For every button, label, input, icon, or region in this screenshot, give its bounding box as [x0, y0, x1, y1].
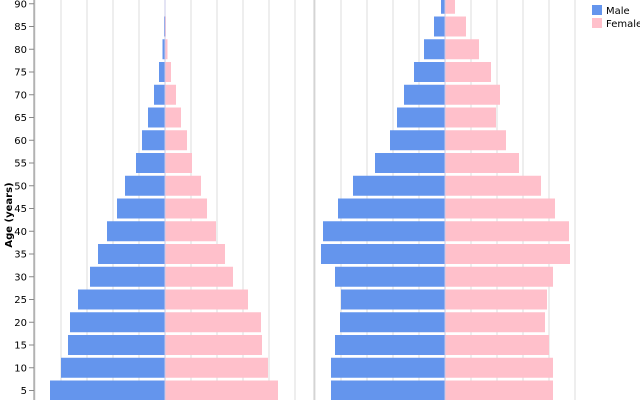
bar-male	[331, 380, 445, 400]
bar-female	[445, 221, 569, 242]
bar-female	[165, 107, 181, 128]
bar-male	[61, 357, 165, 378]
bar-female	[165, 244, 225, 264]
y-tick-label: 30	[14, 272, 27, 283]
bar-female	[165, 153, 192, 173]
bar-male	[90, 266, 165, 287]
bar-female	[445, 380, 553, 400]
bar-male	[142, 130, 165, 151]
bar-female	[445, 175, 541, 196]
y-tick-label: 50	[14, 181, 27, 192]
bar-female	[445, 84, 500, 105]
y-tick-label: 55	[14, 159, 27, 170]
bar-male	[117, 198, 165, 219]
bar-male	[424, 39, 445, 60]
bar-male	[335, 335, 445, 355]
bar-male	[125, 175, 165, 196]
bar-female	[445, 335, 549, 355]
bar-female	[165, 289, 248, 310]
bar-female	[445, 130, 506, 151]
bar-male	[154, 84, 165, 105]
bar-male	[68, 335, 165, 355]
bar-female	[445, 0, 455, 14]
legend-label-male: Male	[606, 6, 630, 17]
bar-male	[107, 221, 165, 242]
bar-female	[165, 380, 278, 400]
y-tick-label: 10	[14, 363, 27, 374]
bar-male	[338, 198, 445, 219]
y-tick-label: 40	[14, 227, 27, 238]
bar-male	[136, 153, 165, 173]
y-tick-label: 90	[14, 0, 27, 10]
bar-female	[165, 335, 262, 355]
bar-female	[165, 39, 168, 60]
y-tick-label: 60	[14, 136, 27, 147]
bar-female	[165, 62, 171, 82]
y-tick-label: 5	[21, 386, 27, 397]
bar-female	[445, 16, 466, 37]
bar-female	[445, 244, 570, 264]
y-axis-title: Age (years)	[4, 182, 15, 247]
bar-male	[434, 16, 445, 37]
bar-male	[341, 289, 445, 310]
y-tick-label: 75	[14, 68, 27, 79]
bar-male	[162, 39, 165, 60]
legend-swatch-male	[592, 5, 602, 15]
bar-female	[445, 357, 553, 378]
bar-female	[165, 130, 187, 151]
bar-female	[445, 39, 479, 60]
axes: 5 10 15 20 25 30 35 40 45 50 55 60 65 70 75 80 85 90	[14, 0, 35, 400]
legend-swatch-female	[592, 18, 602, 28]
bar-male	[323, 221, 445, 242]
bar-female	[165, 84, 176, 105]
bar-male	[50, 380, 165, 400]
bar-male	[70, 312, 165, 333]
bar-female	[445, 289, 547, 310]
y-tick-label: 20	[14, 318, 27, 329]
bar-male	[375, 153, 445, 173]
bar-female	[165, 175, 201, 196]
bar-female	[445, 107, 496, 128]
bar-male	[78, 289, 165, 310]
bar-male	[148, 107, 165, 128]
bars	[50, 0, 570, 400]
y-tick-label: 65	[14, 113, 27, 124]
bar-male	[340, 312, 445, 333]
bar-female	[445, 312, 545, 333]
y-tick-label: 35	[14, 250, 27, 261]
bar-female	[165, 221, 216, 242]
bar-female	[445, 198, 555, 219]
bar-male	[321, 244, 445, 264]
bar-female	[165, 312, 261, 333]
bar-male	[404, 84, 445, 105]
bar-female	[165, 266, 233, 287]
bar-male	[331, 357, 445, 378]
bar-male	[441, 0, 445, 14]
y-tick-label: 85	[14, 22, 27, 33]
legend-label-female: Female	[606, 19, 640, 30]
y-tick-label: 25	[14, 295, 27, 306]
y-tick-label: 15	[14, 341, 27, 352]
bar-female	[445, 266, 553, 287]
bar-male	[397, 107, 445, 128]
y-tick-label: 80	[14, 45, 27, 56]
bar-male	[159, 62, 165, 82]
legend: Male Female	[592, 5, 640, 30]
bar-female	[445, 153, 519, 173]
y-tick-label: 70	[14, 90, 27, 101]
bar-male	[390, 130, 445, 151]
bar-female	[445, 62, 491, 82]
y-tick-label: 45	[14, 204, 27, 215]
bar-male	[414, 62, 445, 82]
bar-female	[165, 357, 268, 378]
bar-female	[165, 198, 207, 219]
bar-male	[353, 175, 445, 196]
bar-male	[98, 244, 165, 264]
bar-male	[335, 266, 445, 287]
